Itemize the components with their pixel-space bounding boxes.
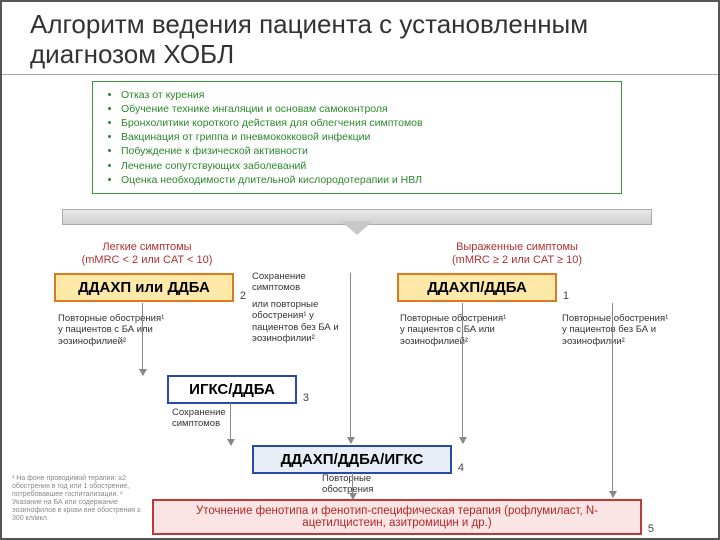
flow-arrow	[350, 273, 351, 443]
measure-item: Отказ от курения	[121, 88, 611, 102]
measure-item: Лечение сопутствующих заболеваний	[121, 159, 611, 173]
box-number: 3	[303, 392, 309, 404]
page-title: Алгоритм ведения пациента с установленны…	[2, 2, 718, 75]
flow-note: Повторные обострения¹ у пациентов с БА и…	[400, 313, 510, 347]
flow-arrow	[612, 303, 613, 497]
mild-symptoms-header: Легкие симптомы (mMRC < 2 или CAT < 10)	[62, 241, 232, 267]
severe-symptoms-header: Выраженные симптомы (mMRC ≥ 2 или CAT ≥ …	[412, 241, 622, 267]
flow-note: или повторные обострения¹ у пациентов бе…	[252, 299, 352, 345]
measure-item: Вакцинация от гриппа и пневмококковой ин…	[121, 130, 611, 144]
measure-item: Оценка необходимости длительной кислород…	[121, 173, 611, 187]
down-wide-arrow	[62, 205, 652, 233]
flow-arrow	[352, 473, 353, 499]
measure-item: Побуждение к физической активности	[121, 144, 611, 158]
flow-note: Повторные обострения¹ у пациентов с БА и…	[58, 313, 168, 347]
flow-arrow	[142, 303, 143, 375]
box-number: 5	[648, 523, 654, 535]
therapy-box-2: ДДАХП или ДДБА 2	[54, 273, 234, 302]
therapy-box-3: ИГКС/ДДБА 3	[167, 375, 297, 404]
flow-note: Сохранение симптомов	[172, 407, 252, 430]
measure-item: Бронхолитики короткого действия для обле…	[121, 116, 611, 130]
flow-note: Повторные обострения	[322, 473, 412, 496]
general-measures-list: Отказ от курения Обучение технике ингаля…	[103, 88, 611, 187]
therapy-box-4: ДДАХП/ДДБА/ИГКС 4	[252, 445, 452, 474]
flow-note: Сохранение симптомов	[252, 271, 332, 294]
diagram-area: Отказ от курения Обучение технике ингаля…	[2, 75, 718, 535]
footnote: ¹ На фоне проводимой терапии: ≥2 обостре…	[12, 475, 142, 523]
flow-note: Повторные обострения¹ у пациентов без БА…	[562, 313, 672, 347]
therapy-box-1: ДДАХП/ДДБА 1	[397, 273, 557, 302]
flow-arrow	[230, 403, 231, 445]
therapy-box-5: Уточнение фенотипа и фенотип-специфическ…	[152, 499, 642, 535]
box-number: 4	[458, 462, 464, 474]
general-measures-box: Отказ от курения Обучение технике ингаля…	[92, 81, 622, 194]
measure-item: Обучение технике ингаляции и основам сам…	[121, 102, 611, 116]
flow-arrow	[462, 303, 463, 443]
box-number: 1	[563, 290, 569, 302]
box-number: 2	[240, 290, 246, 302]
